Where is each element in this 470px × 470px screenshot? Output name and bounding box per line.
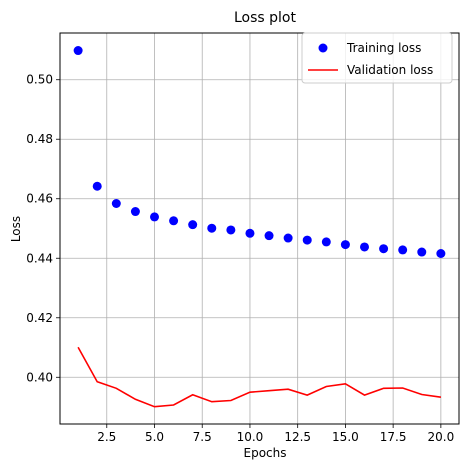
training-loss-point bbox=[417, 247, 427, 257]
x-tick-label: 15.0 bbox=[332, 430, 359, 444]
grid-lines bbox=[60, 33, 459, 424]
training-loss-point bbox=[92, 181, 102, 191]
y-tick-label: 0.48 bbox=[26, 132, 53, 146]
chart-title: Loss plot bbox=[234, 10, 296, 26]
training-loss-point bbox=[150, 212, 159, 222]
y-tick-label: 0.42 bbox=[26, 311, 53, 325]
x-tick-label: 10.0 bbox=[237, 430, 264, 444]
legend-box bbox=[301, 32, 453, 84]
training-loss-point bbox=[436, 248, 446, 258]
x-tick-label: 17.5 bbox=[380, 430, 407, 444]
x-tick-label: 7.5 bbox=[193, 430, 212, 444]
y-tick-label: 0.40 bbox=[26, 370, 53, 384]
training-loss-point bbox=[283, 233, 293, 243]
training-loss-point bbox=[188, 220, 198, 230]
training-loss-point bbox=[340, 240, 350, 250]
x-tick-label: 12.5 bbox=[284, 430, 311, 444]
training-loss-point bbox=[111, 199, 121, 209]
x-tick-label: 2.5 bbox=[97, 430, 116, 444]
x-axis-label: Epochs bbox=[244, 446, 287, 460]
training-loss-point bbox=[226, 225, 236, 235]
training-loss-point bbox=[398, 245, 408, 255]
legend-marker-training bbox=[318, 43, 328, 53]
training-loss-point bbox=[73, 46, 83, 56]
training-loss-point bbox=[207, 223, 217, 233]
validation-loss-line bbox=[77, 346, 442, 408]
legend-label-validation: Validation loss bbox=[347, 63, 433, 77]
x-tick-label: 20.0 bbox=[428, 430, 455, 444]
y-tick-label: 0.46 bbox=[26, 192, 53, 206]
y-tick-label: 0.44 bbox=[26, 251, 53, 265]
legend: Training loss Validation loss bbox=[301, 32, 453, 84]
training-loss-point bbox=[130, 207, 140, 217]
axis-ticks: 2.5 5.0 7.5 10.0 12.5 15.0 17.5 20.0 0.40 0.42 0.4… bbox=[26, 73, 454, 444]
y-tick-label: 0.50 bbox=[26, 73, 53, 87]
plot-data bbox=[73, 46, 446, 408]
training-loss-point bbox=[379, 244, 389, 254]
axes-frame bbox=[59, 32, 460, 425]
y-axis-label: Loss bbox=[9, 216, 23, 242]
training-loss-point bbox=[245, 228, 255, 238]
training-loss-point bbox=[169, 216, 179, 226]
training-loss-point bbox=[302, 235, 312, 245]
training-loss-point bbox=[360, 242, 369, 252]
training-loss-point bbox=[264, 231, 274, 241]
training-loss-point bbox=[321, 237, 331, 247]
legend-label-training: Training loss bbox=[346, 41, 421, 55]
x-tick-label: 5.0 bbox=[145, 430, 164, 444]
